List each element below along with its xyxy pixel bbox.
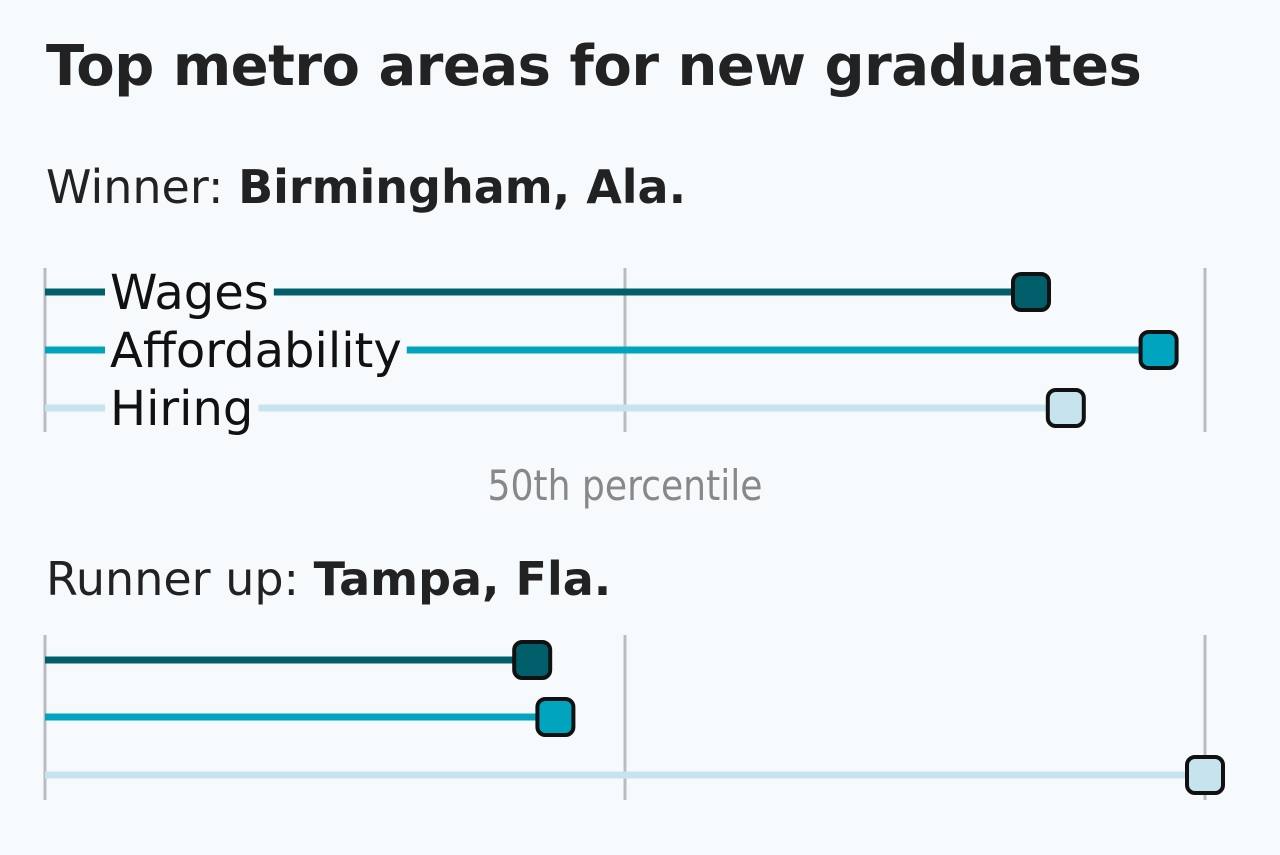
runner-up-wages-marker [512,640,553,680]
winner-hiring-label: Hiring [110,381,253,437]
winner-name: Birmingham, Ala. [238,160,687,214]
winner-wages-label-bg [105,286,274,298]
winner-heading: Winner: Birmingham, Ala. [46,160,686,214]
winner-affordability-marker [1138,330,1179,370]
winner-affordability-label-bg [105,344,407,356]
winner-affordability-label: Affordability [110,323,402,379]
winner-hiring-marker [1045,388,1086,428]
runner-up-affordability-marker [535,697,576,737]
runner-up-hiring-marker [1185,755,1225,795]
winner-prefix: Winner: [46,160,239,214]
chart-title: Top metro areas for new graduates [46,34,1142,99]
runner-up-name: Tampa, Fla. [313,552,612,606]
runner-up-prefix: Runner up: [46,552,314,606]
winner-hiring-label-bg [105,402,259,414]
runner-up-heading: Runner up: Tampa, Fla. [46,552,611,606]
winner-wages-label: Wages [110,265,269,321]
x-axis-label: 50th percentile [487,462,762,510]
winner-wages-marker [1011,272,1051,312]
